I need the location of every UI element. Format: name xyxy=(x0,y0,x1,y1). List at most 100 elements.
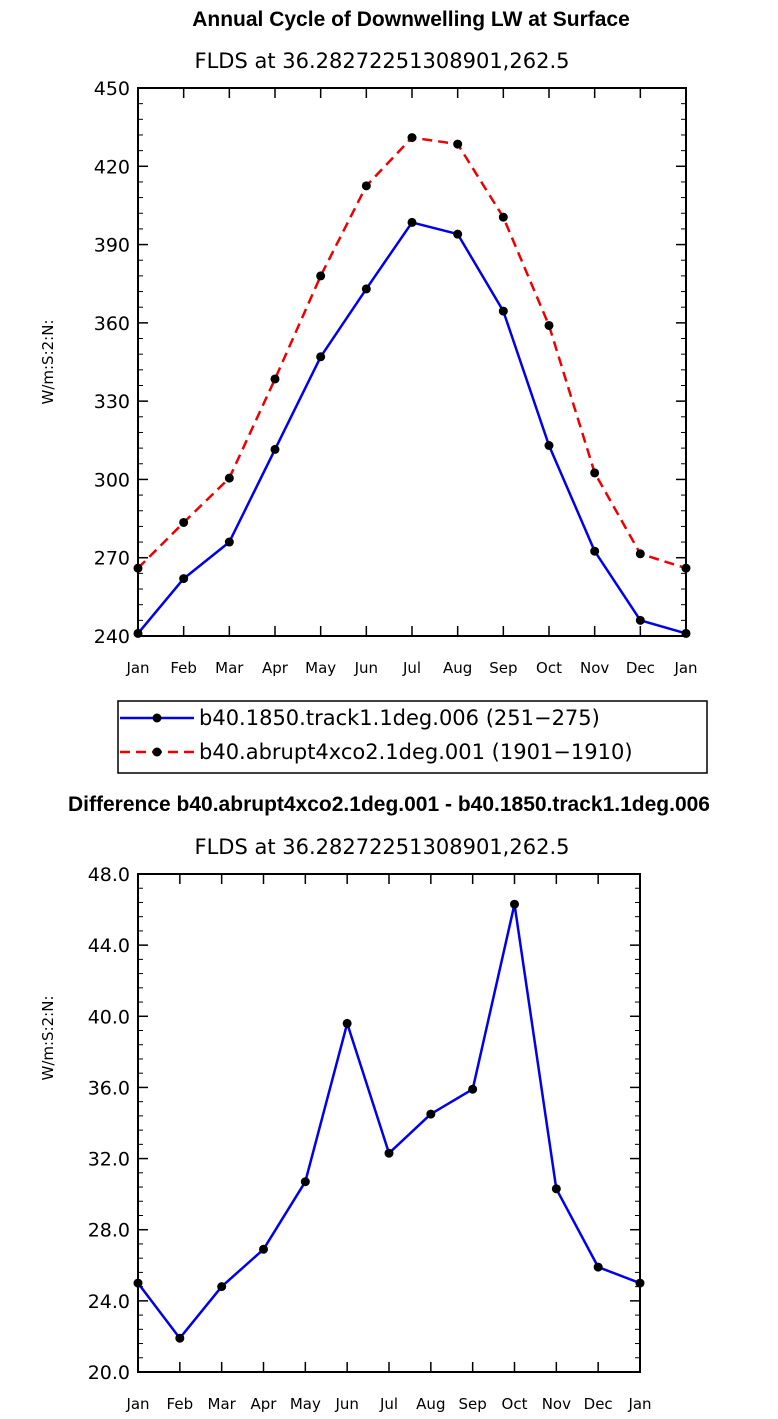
chart2-point-s1-1 xyxy=(175,1333,185,1343)
chart2-point-s1-10 xyxy=(551,1184,561,1194)
chart1-point-s2-12 xyxy=(681,563,691,573)
chart1-subtitle: FLDS at 36.28272251308901,262.5 xyxy=(195,49,570,73)
chart2-point-s1-3 xyxy=(259,1244,268,1254)
chart1-point-s1-11 xyxy=(635,615,645,625)
chart1-point-s1-0 xyxy=(133,628,143,638)
chart2-xtick-label: Feb xyxy=(167,1395,194,1413)
chart1-series-line-2 xyxy=(137,136,687,570)
chart2-title: Difference b40.abrupt4xco2.1deg.001 - b4… xyxy=(68,793,710,816)
chart2-ytick-label: 28.0 xyxy=(88,1220,130,1242)
chart1-point-s2-3 xyxy=(270,374,280,384)
chart2-xtick-label: Apr xyxy=(251,1395,278,1413)
chart1-point-s1-9 xyxy=(544,441,554,451)
chart2-point-s1-4 xyxy=(300,1177,310,1187)
legend-label-series-1: b40.1850.track1.1deg.006 (251−275) xyxy=(199,706,600,730)
chart1-xtick-label: Mar xyxy=(215,659,244,677)
chart2-point-s1-11 xyxy=(593,1262,603,1272)
chart1-ytick-label: 330 xyxy=(94,391,130,413)
chart1-point-s2-0 xyxy=(133,563,143,573)
chart2-subtitle: FLDS at 36.28272251308901,262.5 xyxy=(195,835,570,859)
chart1-point-s2-8 xyxy=(498,212,508,222)
chart2-point-s1-2 xyxy=(217,1282,227,1292)
chart2-point-s1-8 xyxy=(468,1084,478,1094)
chart1-ytick-label: 390 xyxy=(94,235,130,257)
chart1-xtick-label: Dec xyxy=(626,659,655,677)
chart2-ytick-label: 40.0 xyxy=(88,1006,130,1028)
chart1-point-s1-6 xyxy=(407,217,417,227)
chart1-point-s2-10 xyxy=(590,468,600,478)
chart2-ytick-label: 32.0 xyxy=(88,1149,130,1171)
chart2-ytick-label: 24.0 xyxy=(88,1291,130,1313)
chart1-point-s1-4 xyxy=(316,352,326,362)
chart1-xtick-label: Sep xyxy=(489,659,517,677)
chart1-ytick-label: 270 xyxy=(94,548,130,570)
chart1-point-s1-12 xyxy=(681,628,691,638)
chart1-point-s2-7 xyxy=(453,139,463,149)
chart1-series-line-1 xyxy=(137,221,687,635)
chart-annual-cycle: Annual Cycle of Downwelling LW at Surfac… xyxy=(39,8,708,774)
chart1-point-s2-6 xyxy=(407,133,417,143)
chart1-point-s2-11 xyxy=(635,549,645,559)
chart2-xtick-label: Oct xyxy=(502,1395,528,1413)
chart2-point-s1-0 xyxy=(133,1278,143,1288)
chart2-point-s1-9 xyxy=(510,899,519,909)
chart1-xtick-label: Jul xyxy=(402,659,421,677)
chart2-point-s1-6 xyxy=(384,1148,394,1158)
chart1-xtick-label: Aug xyxy=(443,659,472,677)
chart1-point-s1-1 xyxy=(179,574,189,584)
chart1-point-s1-7 xyxy=(453,229,463,239)
chart1-point-s1-3 xyxy=(270,444,280,454)
chart2-xtick-label: Jan xyxy=(627,1395,651,1413)
chart2-ytick-label: 48.0 xyxy=(88,864,130,886)
chart1-legend: b40.1850.track1.1deg.006 (251−275) b40.a… xyxy=(117,700,708,774)
chart2-xtick-label: Aug xyxy=(416,1395,445,1413)
chart2-xtick-label: Dec xyxy=(584,1395,613,1413)
chart1-xtick-label: Jan xyxy=(673,659,697,677)
chart1-ylabel: W/m:S:2:N: xyxy=(39,320,57,405)
chart1-point-s2-9 xyxy=(544,320,554,330)
chart1-ytick-label: 360 xyxy=(94,313,130,335)
legend-box xyxy=(117,700,708,774)
chart2-xtick-label: May xyxy=(290,1395,321,1413)
chart1-point-s1-10 xyxy=(590,546,600,556)
chart2-point-s1-7 xyxy=(426,1109,436,1119)
chart2-series-line-1 xyxy=(137,902,641,1340)
chart2-point-s1-5 xyxy=(342,1018,352,1028)
legend-label-series-2: b40.abrupt4xco2.1deg.001 (1901−1910) xyxy=(199,740,633,764)
chart2-ytick-label: 44.0 xyxy=(88,935,130,957)
chart1-point-s2-4 xyxy=(316,271,326,281)
chart1-point-s2-5 xyxy=(361,181,371,191)
chart1-title: Annual Cycle of Downwelling LW at Surfac… xyxy=(192,8,630,31)
chart1-plot-frame xyxy=(137,87,687,637)
chart2-xtick-label: Jun xyxy=(334,1395,358,1413)
chart1-xtick-label: Nov xyxy=(580,659,609,677)
legend-marker-series-1 xyxy=(152,713,162,723)
chart2-xtick-label: Sep xyxy=(459,1395,487,1413)
chart2-xtick-label: Nov xyxy=(542,1395,571,1413)
chart1-ytick-label: 300 xyxy=(94,469,130,491)
chart1-point-s2-1 xyxy=(179,517,189,527)
chart1-point-s2-2 xyxy=(224,473,234,483)
chart2-point-s1-12 xyxy=(635,1278,645,1288)
chart1-xtick-label: Jun xyxy=(354,659,378,677)
chart2-ytick-label: 36.0 xyxy=(88,1077,130,1099)
chart1-point-s1-8 xyxy=(498,306,508,316)
chart-difference: Difference b40.abrupt4xco2.1deg.001 - b4… xyxy=(39,793,710,1413)
chart2-xtick-label: Mar xyxy=(208,1395,237,1413)
chart1-point-s1-5 xyxy=(361,284,371,294)
chart2-ytick-label: 20.0 xyxy=(88,1362,130,1384)
chart1-xtick-label: Feb xyxy=(170,659,197,677)
chart2-xtick-label: Jan xyxy=(125,1395,149,1413)
chart1-ytick-label: 240 xyxy=(94,626,130,648)
chart1-xtick-label: Jan xyxy=(125,659,149,677)
chart1-ytick-label: 450 xyxy=(94,78,130,100)
chart1-point-s1-2 xyxy=(224,537,234,547)
chart2-xtick-label: Jul xyxy=(379,1395,398,1413)
chart1-xtick-label: May xyxy=(305,659,336,677)
legend-marker-series-2 xyxy=(152,747,162,757)
chart1-ytick-label: 420 xyxy=(94,156,130,178)
chart1-xtick-label: Apr xyxy=(262,659,289,677)
chart1-xtick-label: Oct xyxy=(536,659,562,677)
chart2-ylabel: W/m:S:2:N: xyxy=(39,996,57,1081)
